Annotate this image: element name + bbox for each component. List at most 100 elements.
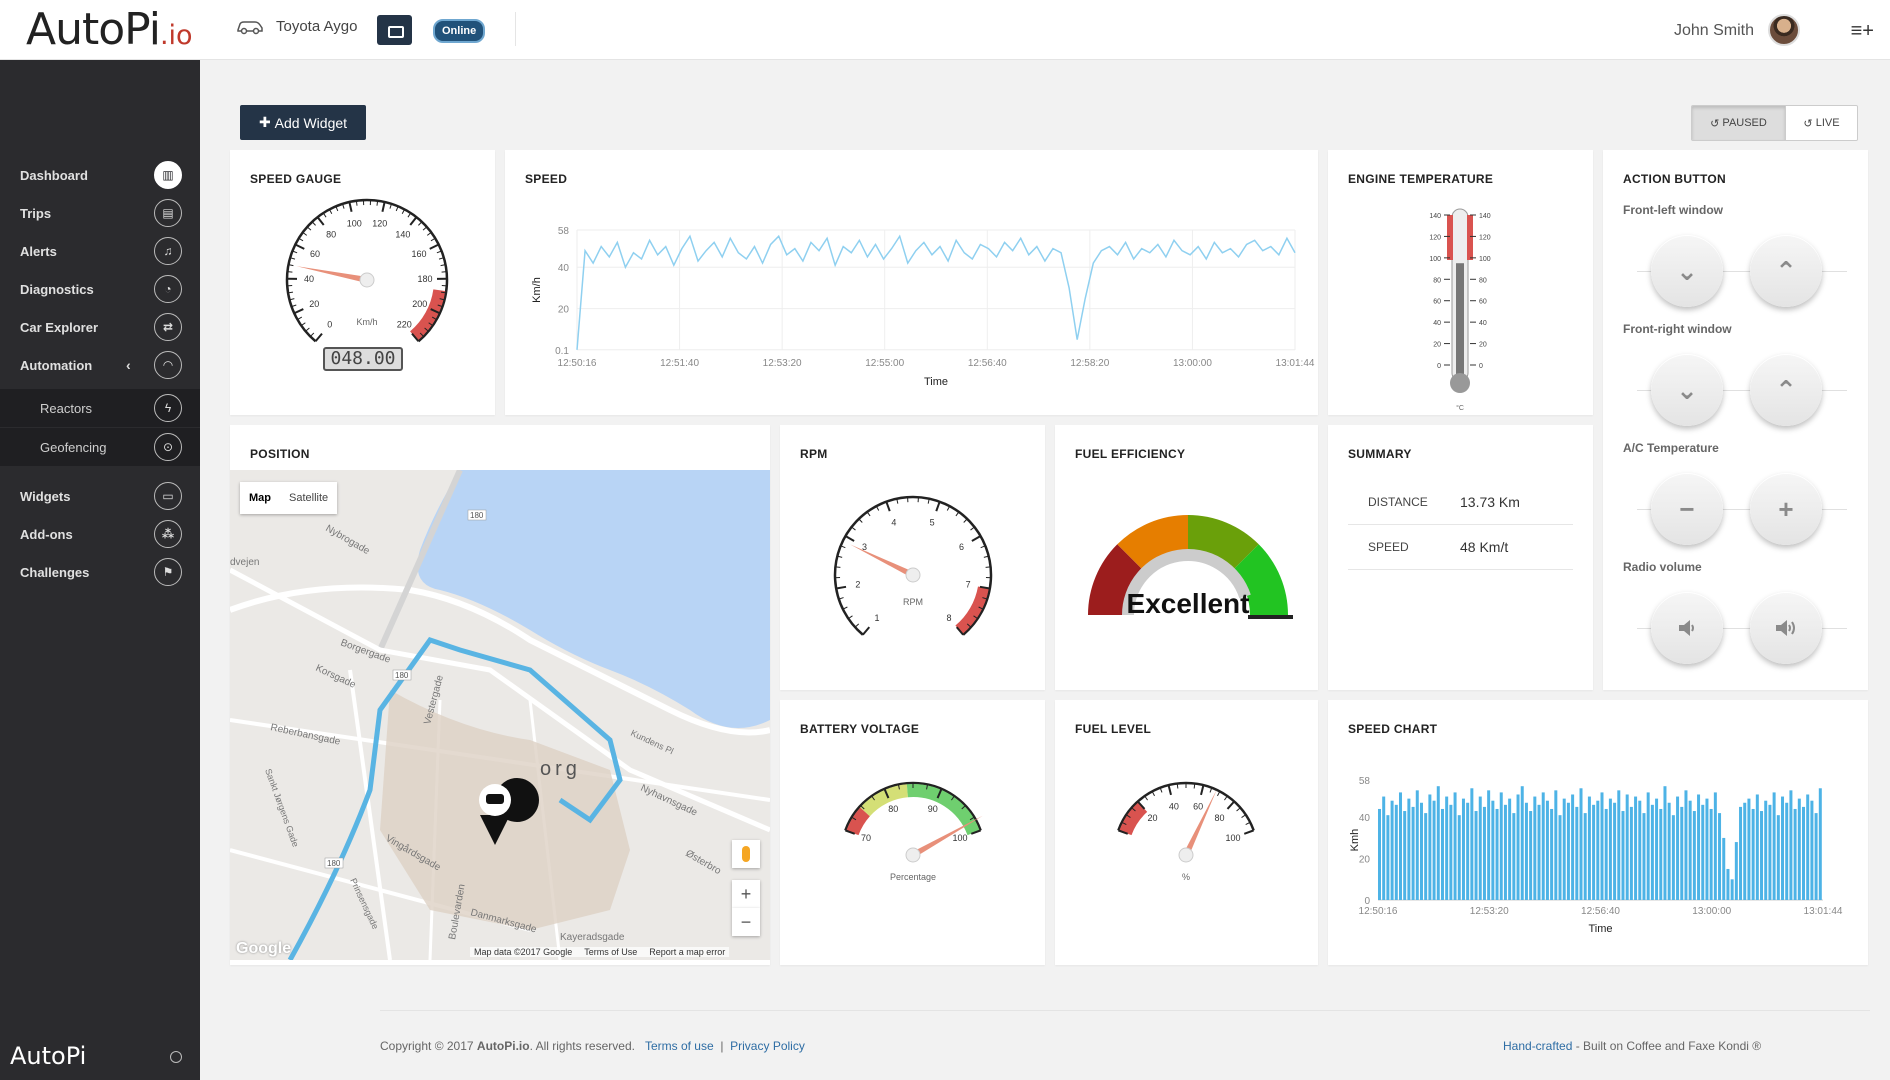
gauge-minor-tick: [860, 805, 865, 810]
speed-bar: [1680, 806, 1684, 900]
speed-bar: [1671, 815, 1675, 900]
x-tick-label: 12:50:16: [558, 358, 597, 369]
terms-link[interactable]: Terms of use: [644, 1039, 714, 1053]
summary-value: 13.73 Km: [1460, 494, 1520, 510]
thermometer-tick-label: 20: [1433, 342, 1441, 349]
street-view-pegman-icon[interactable]: [732, 840, 760, 868]
y-axis-label: Kmh: [1349, 829, 1361, 852]
sidebar-item-trips[interactable]: Trips ▤: [0, 194, 200, 232]
ac-temp-down-button[interactable]: −: [1651, 473, 1723, 545]
sidebar-item-reactors[interactable]: Reactors ϟ: [0, 389, 200, 427]
speed-bar: [1701, 804, 1705, 900]
gauge-minor-tick: [978, 606, 984, 610]
gauge-minor-tick: [837, 555, 843, 558]
sidebar-item-car-explorer[interactable]: Car Explorer ⇄: [0, 308, 200, 346]
sidebar-item-diagnostics[interactable]: Diagnostics ◔: [0, 270, 200, 308]
gauge-major-tick: [1137, 800, 1146, 810]
volume-up-button[interactable]: [1750, 592, 1822, 664]
avatar[interactable]: [1768, 14, 1800, 46]
x-tick-label: 12:55:00: [865, 358, 904, 369]
thermometer-tick-label: 80: [1479, 277, 1487, 284]
gauge-minor-tick: [897, 784, 900, 790]
gauge-minor-tick: [871, 795, 875, 801]
speed-bar: [1411, 806, 1415, 900]
gauge-minor-tick: [342, 203, 345, 209]
thermometer-tick-label: 40: [1479, 320, 1487, 327]
gauge-minor-tick: [436, 250, 442, 254]
add-widget-button[interactable]: ✚ Add Widget: [240, 105, 366, 140]
gauge-arc: [833, 495, 993, 636]
y-tick-label: 20: [1359, 855, 1371, 866]
summary-widget: SUMMARY DISTANCE 13.73 Km SPEED 48 Km/t: [1328, 425, 1593, 690]
terms-link[interactable]: Terms of Use: [584, 947, 638, 957]
map-tab-map[interactable]: Map: [249, 492, 271, 504]
camera-button[interactable]: [377, 15, 412, 45]
x-tick-label: 13:00:00: [1692, 906, 1731, 917]
front-left-up-button[interactable]: ⌃: [1750, 235, 1822, 307]
front-right-up-button[interactable]: ⌃: [1750, 354, 1822, 426]
speed-bar: [1600, 792, 1604, 900]
gauge-tick-label: 140: [395, 229, 410, 239]
x-tick-label: 13:01:44: [1804, 906, 1843, 917]
sidebar-item-alerts[interactable]: Alerts ♫: [0, 232, 200, 270]
gauge-minor-tick: [1224, 795, 1228, 801]
sidebar-item-dashboard[interactable]: Dashboard ▥: [0, 156, 200, 194]
front-right-down-button[interactable]: ⌄: [1651, 354, 1723, 426]
sidebar-item-widgets[interactable]: Widgets ▭: [0, 477, 200, 515]
map-attribution: Map data ©2017 Google Terms of Use Repor…: [470, 947, 730, 957]
speed-bar: [1684, 790, 1688, 900]
speed-bar: [1646, 792, 1650, 900]
efficiency-segment: [1188, 515, 1259, 572]
gauge-minor-tick: [866, 511, 871, 517]
map-tab-satellite[interactable]: Satellite: [289, 492, 329, 504]
thermometer-danger-band-right: [1467, 215, 1473, 260]
map[interactable]: Nybrogade Borgergade Korsgade Reberbansg…: [230, 470, 770, 960]
vehicle-selector[interactable]: Toyota Aygo: [236, 18, 357, 35]
zoom-in-button[interactable]: +: [732, 880, 760, 908]
gauge-minor-tick: [1193, 783, 1196, 789]
y-tick-label: 40: [558, 263, 570, 274]
sidebar-item-label: Add-ons: [20, 526, 73, 542]
speed-bar: [1445, 796, 1449, 900]
widget-title: BATTERY VOLTAGE: [800, 722, 920, 736]
gauge-major-tick: [1167, 784, 1172, 796]
sidebar-item-geofencing[interactable]: Geofencing ⊙: [0, 428, 200, 466]
sidebar-item-automation[interactable]: Automation ‹ ◠: [0, 346, 200, 384]
bell-icon: ♫: [154, 237, 182, 265]
gauge-minor-tick: [418, 221, 423, 226]
map-canvas[interactable]: Nybrogade Borgergade Korsgade Reberbansg…: [230, 470, 770, 960]
speed-bar: [1520, 786, 1524, 900]
gauge-tick-label: 60: [310, 249, 320, 259]
action-group-label: Front-left window: [1623, 203, 1723, 217]
live-button[interactable]: ↺ LIVE: [1785, 106, 1857, 140]
gauge-minor-tick: [424, 327, 429, 332]
speed-bar: [1562, 798, 1566, 900]
paused-button[interactable]: ↺ PAUSED: [1692, 106, 1785, 140]
zoom-out-button[interactable]: −: [732, 908, 760, 936]
privacy-link[interactable]: Privacy Policy: [730, 1039, 805, 1053]
gauge-minor-tick: [440, 291, 447, 294]
speed-bar: [1508, 798, 1512, 900]
footer-brand: AutoPi.io: [476, 1039, 530, 1053]
svg-text:180: 180: [470, 511, 484, 520]
user-name[interactable]: John Smith: [1673, 22, 1754, 39]
sidebar-item-challenges[interactable]: Challenges ⚑: [0, 553, 200, 591]
gauge-band: [1119, 802, 1148, 836]
gauge-tick-label: 90: [928, 804, 938, 814]
speed-bar: [1747, 798, 1751, 900]
speed-bar: [1718, 813, 1722, 900]
gauge-minor-tick: [297, 316, 303, 320]
report-error-link[interactable]: Report a map error: [649, 947, 726, 957]
ac-temp-up-button[interactable]: +: [1750, 473, 1822, 545]
volume-down-button[interactable]: [1651, 592, 1723, 664]
gauge-major-tick: [836, 585, 847, 590]
app-logo[interactable]: AutoPi.io: [26, 4, 193, 55]
handcrafted-link[interactable]: Hand-crafted: [1503, 1039, 1573, 1053]
gauge-minor-tick: [851, 526, 856, 531]
sidebar-item-add-ons[interactable]: Add-ons ⁂: [0, 515, 200, 553]
settings-dot-icon[interactable]: [170, 1051, 182, 1063]
front-left-down-button[interactable]: ⌄: [1651, 235, 1723, 307]
gauge-tick-label: 100: [347, 218, 362, 228]
menu-plus-icon[interactable]: ≡+: [1850, 20, 1874, 42]
